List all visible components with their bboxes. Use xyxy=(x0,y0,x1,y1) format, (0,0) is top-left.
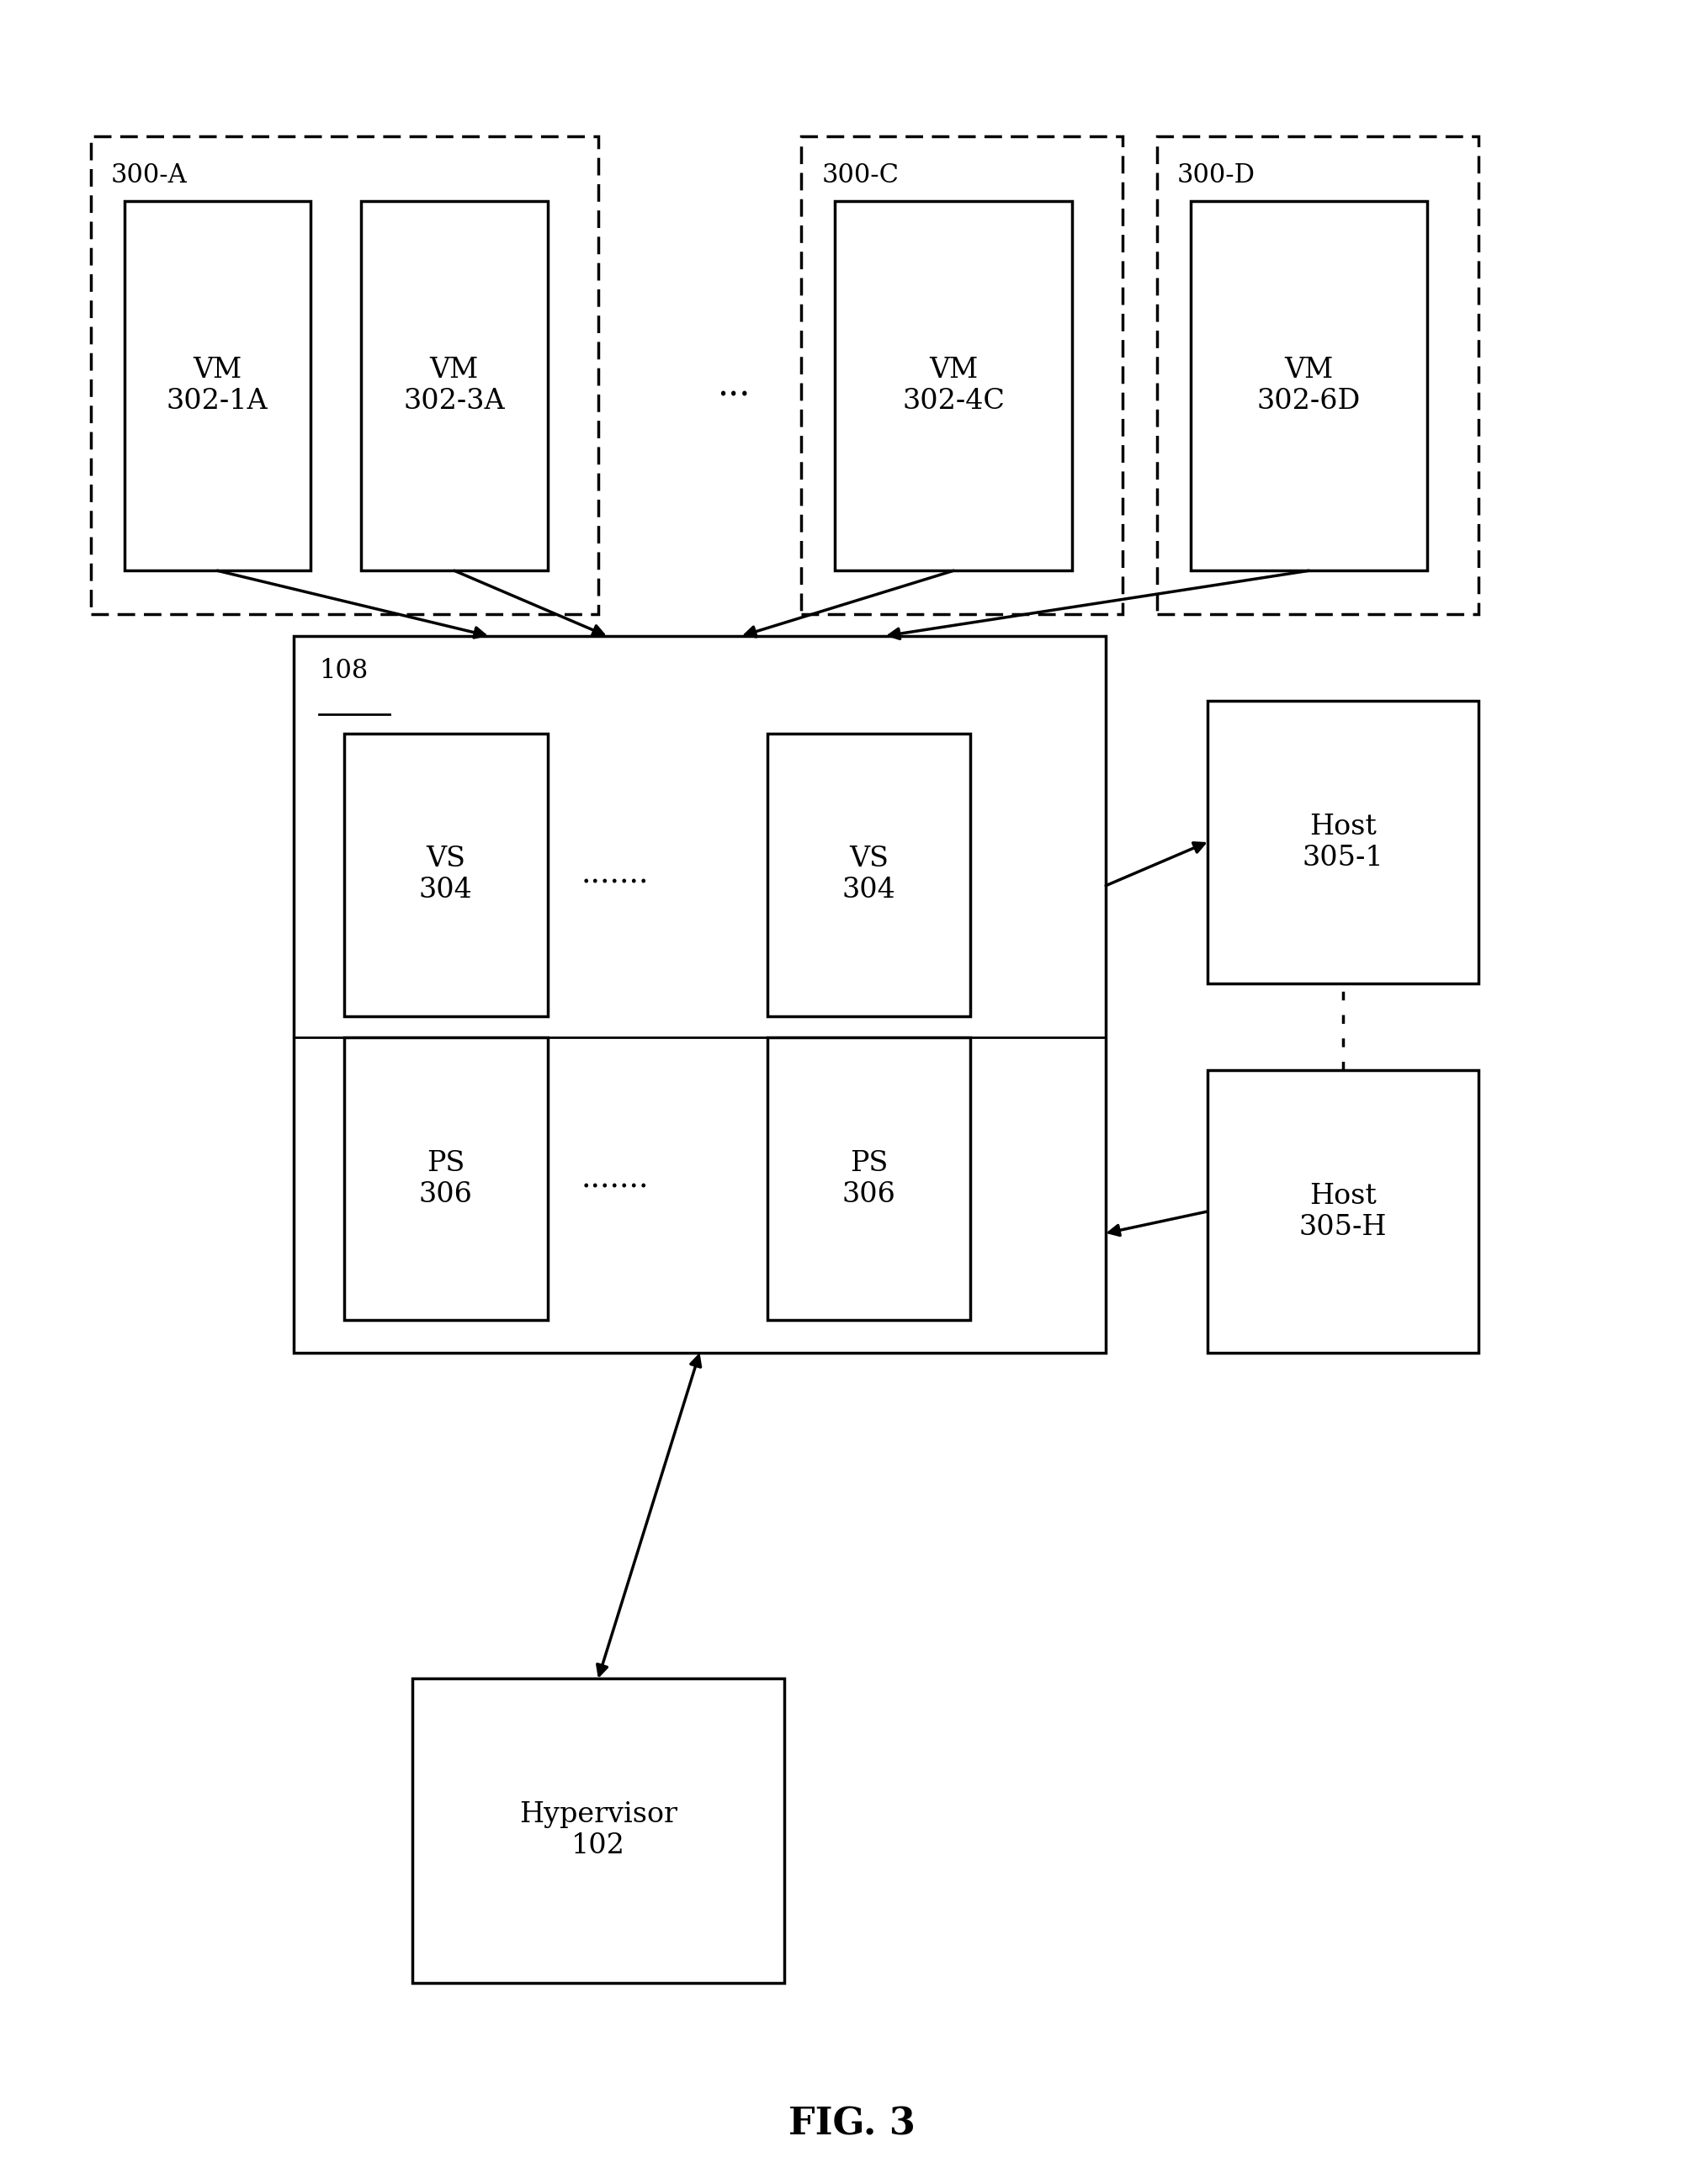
Bar xyxy=(1208,701,1477,983)
Text: VS
304: VS 304 xyxy=(419,845,472,904)
Bar xyxy=(361,201,547,570)
Text: VM
302-4C: VM 302-4C xyxy=(901,356,1005,415)
Bar xyxy=(344,1037,547,1319)
Text: FIG. 3: FIG. 3 xyxy=(789,2105,915,2143)
Bar xyxy=(835,201,1072,570)
Bar xyxy=(1157,135,1477,614)
Bar xyxy=(344,734,547,1016)
Text: 108: 108 xyxy=(319,657,368,684)
Text: .......: ....... xyxy=(581,860,649,889)
Bar xyxy=(1191,201,1428,570)
Text: Hypervisor
102: Hypervisor 102 xyxy=(520,1802,676,1859)
Bar xyxy=(767,734,971,1016)
Text: VM
302-3A: VM 302-3A xyxy=(404,356,504,415)
Text: 300-C: 300-C xyxy=(821,162,900,188)
Text: Host
305-H: Host 305-H xyxy=(1298,1182,1387,1241)
Bar xyxy=(124,201,310,570)
Text: .......: ....... xyxy=(581,1164,649,1192)
Bar xyxy=(767,1037,971,1319)
Text: VS
304: VS 304 xyxy=(842,845,896,904)
Text: 300-A: 300-A xyxy=(111,162,187,188)
Bar xyxy=(293,636,1106,1352)
Bar xyxy=(412,1679,784,1983)
Bar xyxy=(801,135,1123,614)
Text: VM
302-6D: VM 302-6D xyxy=(1258,356,1361,415)
Text: ...: ... xyxy=(717,369,750,404)
Text: PS
306: PS 306 xyxy=(419,1149,472,1208)
Bar xyxy=(90,135,598,614)
Text: Host
305-1: Host 305-1 xyxy=(1302,812,1384,871)
Bar xyxy=(1208,1070,1477,1352)
Text: VM
302-1A: VM 302-1A xyxy=(167,356,268,415)
Text: PS
306: PS 306 xyxy=(842,1149,896,1208)
Text: 300-D: 300-D xyxy=(1177,162,1256,188)
